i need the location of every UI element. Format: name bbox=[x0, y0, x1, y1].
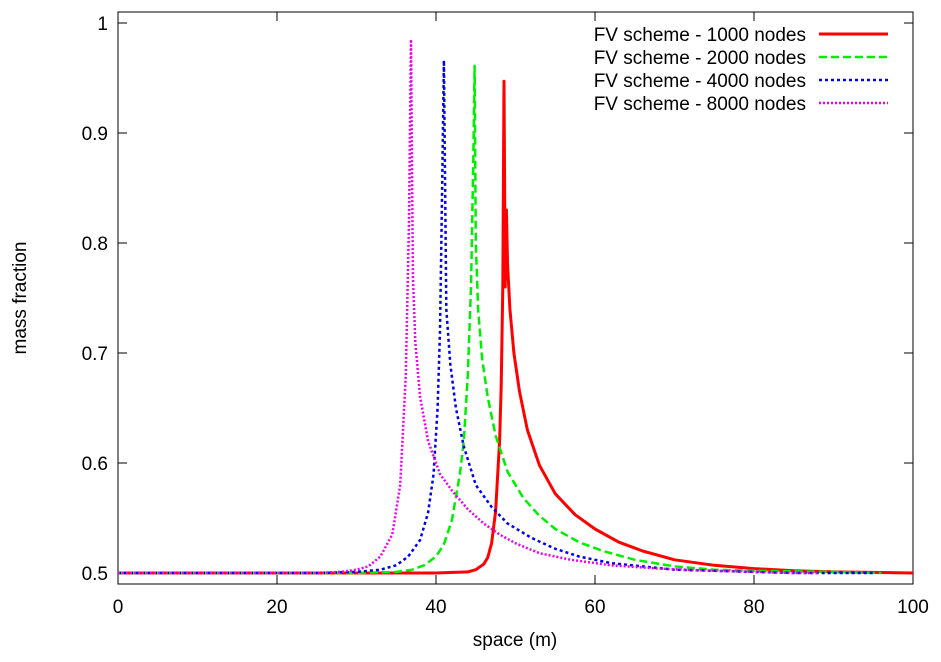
legend-label: FV scheme - 1000 nodes bbox=[594, 25, 806, 46]
y-axis-title: mass fraction bbox=[10, 242, 31, 355]
legend-label: FV scheme - 2000 nodes bbox=[594, 48, 806, 69]
x-tick-label: 100 bbox=[897, 597, 929, 618]
series-lines bbox=[118, 38, 914, 575]
x-axis-title: space (m) bbox=[473, 630, 557, 651]
series-line-2 bbox=[118, 64, 882, 575]
x-tick-label: 0 bbox=[113, 597, 124, 618]
legend-label: FV scheme - 4000 nodes bbox=[594, 71, 806, 92]
y-tick-label: 0.8 bbox=[82, 234, 108, 255]
tick-labels: 0 20 40 60 80 100 0.5 0.6 0.7 0.8 0.9 1 bbox=[82, 14, 929, 618]
y-tick-label: 1 bbox=[97, 14, 108, 35]
x-tick-label: 40 bbox=[425, 597, 446, 618]
y-tick-label: 0.6 bbox=[82, 454, 108, 475]
y-tick-label: 0.9 bbox=[82, 124, 108, 145]
y-tick-label: 0.7 bbox=[82, 344, 108, 365]
series-line-4 bbox=[118, 38, 818, 575]
series-line-3 bbox=[118, 59, 874, 575]
x-tick-label: 20 bbox=[266, 597, 287, 618]
x-tick-label: 80 bbox=[743, 597, 764, 618]
plot-frame bbox=[117, 11, 914, 585]
x-tick-label: 60 bbox=[584, 597, 605, 618]
y-tick-label: 0.5 bbox=[82, 564, 108, 585]
legend-label: FV scheme - 8000 nodes bbox=[594, 94, 806, 115]
series-line-1 bbox=[118, 79, 914, 575]
